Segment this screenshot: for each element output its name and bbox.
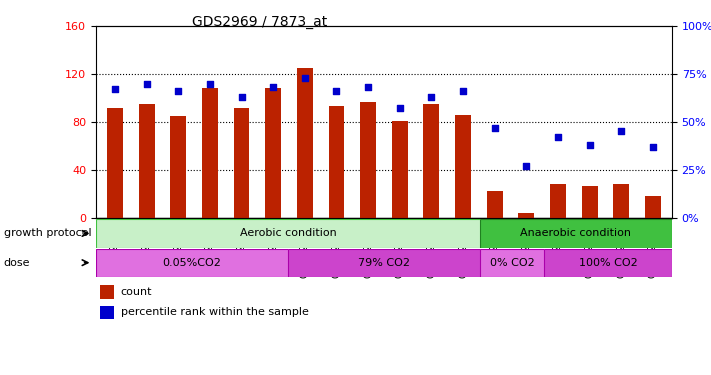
Bar xyxy=(487,191,503,217)
Text: count: count xyxy=(121,287,152,297)
Bar xyxy=(107,108,123,218)
Point xyxy=(299,75,311,81)
Bar xyxy=(265,88,281,218)
Bar xyxy=(360,102,376,217)
Point xyxy=(331,88,342,94)
Point xyxy=(236,94,247,100)
Point xyxy=(173,88,184,94)
Point xyxy=(552,134,564,140)
Point xyxy=(363,84,374,90)
Point xyxy=(647,144,658,150)
Point xyxy=(394,105,405,111)
Point xyxy=(267,84,279,90)
Bar xyxy=(582,186,597,218)
Text: Aerobic condition: Aerobic condition xyxy=(240,228,336,238)
Text: GDS2969 / 7873_at: GDS2969 / 7873_at xyxy=(192,15,327,29)
Point xyxy=(204,81,215,87)
Bar xyxy=(234,108,250,218)
Text: 0% CO2: 0% CO2 xyxy=(490,258,534,268)
Bar xyxy=(455,115,471,218)
Text: dose: dose xyxy=(4,258,30,268)
Point xyxy=(141,81,152,87)
Bar xyxy=(297,68,313,218)
Bar xyxy=(100,285,114,299)
Point xyxy=(457,88,469,94)
Text: 100% CO2: 100% CO2 xyxy=(579,258,637,268)
Bar xyxy=(424,104,439,218)
Bar xyxy=(392,121,407,218)
Bar xyxy=(550,184,566,218)
Point xyxy=(584,142,595,148)
Point xyxy=(489,124,501,130)
Bar xyxy=(645,196,661,217)
Bar xyxy=(328,106,344,218)
Text: growth protocol: growth protocol xyxy=(4,228,91,238)
Bar xyxy=(202,88,218,218)
Point xyxy=(520,163,532,169)
Bar xyxy=(518,213,534,217)
Text: Anaerobic condition: Anaerobic condition xyxy=(520,228,631,238)
Text: 0.05%CO2: 0.05%CO2 xyxy=(163,258,221,268)
Bar xyxy=(171,116,186,218)
Point xyxy=(109,86,121,92)
Bar xyxy=(100,306,114,319)
Bar xyxy=(139,104,154,218)
Point xyxy=(426,94,437,100)
Bar xyxy=(614,184,629,218)
Text: 79% CO2: 79% CO2 xyxy=(358,258,410,268)
Text: percentile rank within the sample: percentile rank within the sample xyxy=(121,308,309,317)
Point xyxy=(616,128,627,135)
